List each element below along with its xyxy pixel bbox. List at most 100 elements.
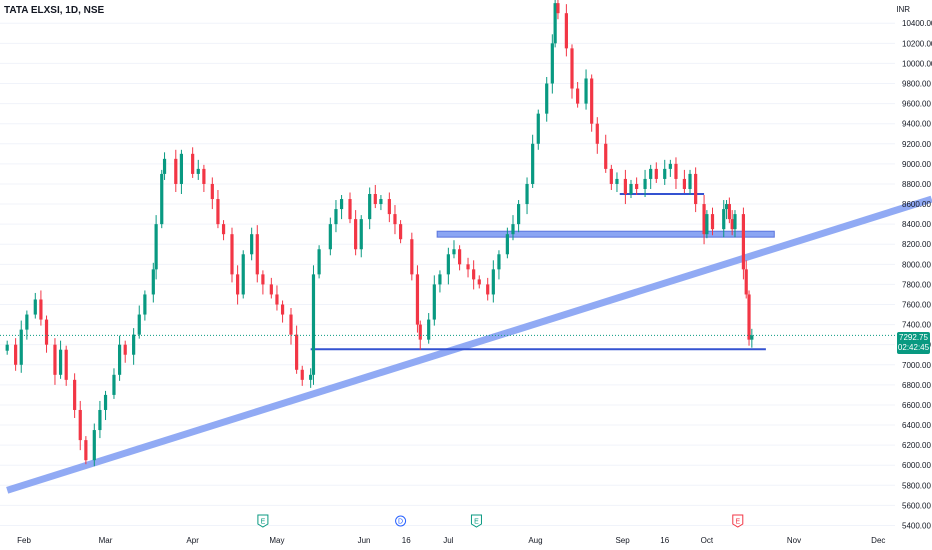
candle-body [309, 374, 313, 380]
candle-body [688, 173, 692, 189]
candle-body [604, 143, 608, 169]
candle-body [210, 183, 214, 200]
x-tick-label: Jul [443, 536, 453, 545]
candle-body [348, 199, 352, 220]
x-tick-label: May [269, 536, 284, 545]
candle-body [570, 48, 574, 89]
candle-body [25, 314, 29, 330]
x-tick-label: 16 [402, 536, 411, 545]
y-tick-label: 10000.00 [902, 59, 932, 68]
candle-body [137, 314, 141, 335]
candle-body [275, 294, 279, 305]
candle-body [398, 224, 403, 240]
candle-body [724, 204, 729, 210]
candle-body [261, 274, 265, 285]
y-tick-label: 10200.00 [902, 39, 932, 48]
candle-body [576, 88, 580, 104]
candle-body [682, 178, 686, 189]
candle-body [84, 440, 88, 461]
x-tick-label: Oct [701, 536, 714, 545]
candle-body [174, 158, 178, 184]
candle-body [393, 214, 397, 225]
candle-body [525, 183, 529, 205]
candle-body [649, 168, 653, 179]
candle-body [472, 269, 476, 280]
y-tick-label: 8600.00 [902, 200, 931, 209]
candle-body [379, 199, 383, 205]
candle-body [179, 153, 184, 184]
earnings-badge[interactable]: E [470, 514, 482, 528]
earnings-badge[interactable]: E [732, 514, 744, 528]
candle-body [733, 214, 737, 230]
candle-body [98, 409, 102, 431]
dividend-icon [395, 515, 407, 527]
candle-body [635, 183, 639, 189]
candle-body [328, 224, 332, 250]
y-tick-label: 7600.00 [902, 301, 931, 310]
candle-body [654, 168, 658, 179]
y-tick-label: 8400.00 [902, 220, 931, 229]
x-tick-label: Nov [787, 536, 801, 545]
candle-body [590, 78, 594, 124]
event-label: E [474, 519, 479, 526]
candle-body [339, 199, 344, 210]
y-tick-label: 8000.00 [902, 260, 931, 269]
candle-body [722, 209, 726, 230]
y-tick-label: 5600.00 [902, 501, 931, 510]
candle-body [747, 294, 751, 340]
candle-body [196, 168, 200, 174]
y-tick-label: 9200.00 [902, 140, 931, 149]
candle-body [162, 158, 167, 174]
candle-body [438, 274, 442, 285]
candle-body [289, 314, 293, 335]
candle-body [553, 3, 557, 44]
x-tick-label: Feb [17, 536, 31, 545]
candle-body [58, 349, 63, 375]
candle-body [143, 294, 147, 315]
candle-body [584, 78, 588, 104]
candle-body [132, 334, 136, 355]
candle-body [300, 369, 304, 380]
resistance-zone [436, 230, 775, 238]
y-tick-label: 5800.00 [902, 481, 931, 490]
candle-body [410, 239, 414, 275]
dividend-badge[interactable]: D [395, 515, 407, 527]
candle-body [373, 194, 377, 205]
candle-body [744, 269, 748, 295]
time-axis[interactable]: Feb Mar Apr May Jun 16 Jul Aug Sep 16 Oct Nov Dec [17, 536, 885, 545]
candle-body [103, 394, 108, 410]
candle-body [255, 234, 259, 275]
candle-body [53, 344, 57, 375]
candle-body [623, 178, 627, 195]
candle-body [727, 204, 731, 220]
candle-body [154, 224, 158, 270]
candle-body [545, 83, 549, 114]
candle-body [517, 204, 521, 225]
y-tick-label: 10400.00 [902, 19, 932, 28]
candle-body [674, 163, 678, 179]
candle-body [295, 334, 299, 370]
earnings-icon [257, 514, 269, 528]
candle-body [236, 274, 240, 295]
candle-body [486, 284, 490, 295]
earnings-badge[interactable]: E [257, 514, 269, 528]
candle-body [505, 234, 509, 255]
candle-body [595, 123, 599, 144]
candle-body [14, 344, 18, 365]
candle-body [33, 299, 37, 315]
price-axis[interactable]: 5400.00 5600.00 5800.00 6000.00 6200.00 6400.… [902, 19, 932, 530]
x-tick-label: Mar [99, 536, 113, 545]
trendline [6, 195, 932, 494]
candle-body [311, 274, 316, 375]
candle-body [359, 219, 363, 250]
candle-body [73, 379, 77, 410]
candle-body [269, 284, 273, 295]
candle-body [556, 3, 560, 14]
symbol-title: TATA ELXSI, 1D, NSE [4, 5, 105, 16]
y-tick-label: 9800.00 [902, 80, 931, 89]
y-tick-label: 8200.00 [902, 240, 931, 249]
candle-body [354, 219, 358, 250]
y-tick-label: 6400.00 [902, 421, 931, 430]
